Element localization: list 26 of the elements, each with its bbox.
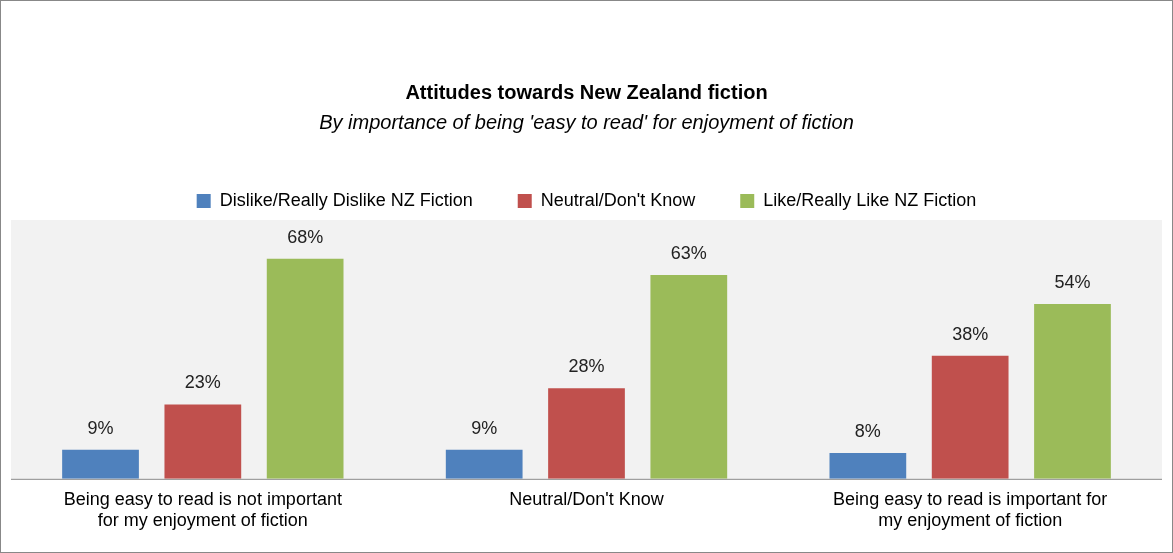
data-label: 68%	[287, 226, 324, 247]
bar	[548, 388, 625, 479]
data-label: 63%	[670, 242, 707, 263]
bar	[1034, 304, 1111, 479]
x-tick-label: Neutral/Don't Know	[509, 488, 665, 509]
data-label: 23%	[184, 372, 221, 393]
bar	[650, 275, 728, 479]
bar	[62, 449, 139, 479]
bar	[829, 452, 907, 479]
data-label: 9%	[87, 417, 114, 438]
data-label: 38%	[952, 323, 989, 344]
data-label: 9%	[471, 417, 498, 438]
bar	[445, 449, 523, 479]
bar	[931, 355, 1009, 479]
x-tick-label: Being easy to read is not important for my enjoyment of fiction	[63, 488, 342, 531]
data-label: 54%	[1054, 272, 1091, 293]
legend-label: Like/Really Like NZ Fiction	[763, 189, 977, 210]
legend-label: Neutral/Don't Know	[540, 189, 697, 210]
data-label: 8%	[854, 420, 881, 441]
bar	[266, 258, 344, 479]
data-label: 28%	[568, 356, 605, 377]
chart-title: Attitudes towards New Zealand fiction	[405, 80, 768, 103]
chart-subtitle: By importance of being 'easy to read' for enjoyment of fiction	[319, 110, 854, 133]
legend-label: Dislike/Really Dislike NZ Fiction	[219, 189, 473, 210]
x-tick-label: Being easy to read is important for my enjoyment of fiction	[833, 488, 1108, 531]
bar	[164, 404, 242, 479]
